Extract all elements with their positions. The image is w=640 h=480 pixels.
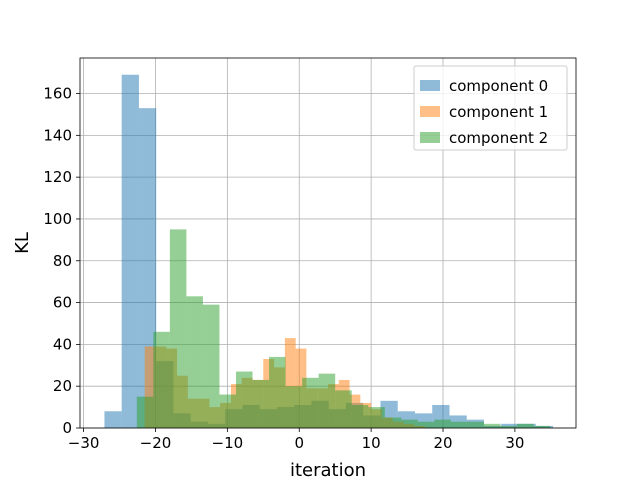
y-axis-title: KL	[12, 232, 33, 254]
legend-swatch-component-1	[420, 106, 440, 117]
histogram-bar	[335, 390, 352, 428]
histogram-bar	[318, 373, 336, 428]
x-tick-label: 20	[433, 434, 452, 452]
legend-swatch-component-0	[420, 80, 440, 91]
histogram-bar	[517, 423, 534, 428]
histogram-bar	[219, 394, 236, 428]
histogram-bar	[186, 296, 203, 428]
histogram-bar	[202, 304, 220, 428]
x-tick-label: 10	[362, 434, 381, 452]
histogram-bar	[467, 421, 484, 428]
y-tick-label: 100	[43, 210, 72, 228]
histogram-bar	[483, 423, 501, 428]
histogram-bar	[302, 377, 319, 428]
y-tick-label: 80	[53, 252, 72, 270]
histogram-bar	[351, 405, 369, 428]
histogram-bar	[169, 229, 187, 428]
histogram-bar	[153, 331, 170, 428]
histogram-bar	[121, 74, 139, 428]
histogram-bar	[500, 425, 518, 428]
histogram-bar	[284, 338, 296, 428]
histogram-bar	[401, 419, 418, 428]
x-tick-label: 30	[505, 434, 524, 452]
histogram-bars	[104, 74, 553, 428]
y-tick-label: 60	[53, 294, 72, 312]
histogram-bar	[384, 417, 402, 428]
legend-label-component-2: component 2	[449, 129, 548, 147]
y-tick-label: 140	[43, 126, 72, 144]
x-tick-label: −10	[212, 434, 244, 452]
x-tick-label: 0	[294, 434, 304, 452]
y-tick-label: 160	[43, 85, 72, 103]
histogram-bar	[136, 396, 154, 428]
histogram-bar	[104, 411, 122, 428]
histogram-bar	[269, 356, 286, 428]
histogram-bar	[368, 407, 385, 428]
histogram-bar	[417, 421, 435, 428]
legend: component 0 component 1 component 2	[413, 65, 568, 151]
series-component-2	[136, 229, 551, 428]
y-tick-label: 0	[62, 419, 72, 437]
histogram-bar	[235, 371, 253, 428]
histogram-bar	[285, 386, 303, 428]
y-tick-label: 40	[53, 335, 72, 353]
histogram-bar	[252, 379, 270, 428]
x-tick-label: −30	[68, 434, 100, 452]
y-tick-label: 20	[53, 377, 72, 395]
y-tick-label: 120	[43, 168, 72, 186]
histogram-bar	[450, 421, 468, 428]
legend-frame	[413, 65, 568, 151]
legend-label-component-0: component 0	[449, 77, 548, 95]
x-tick-label: −20	[140, 434, 172, 452]
legend-label-component-1: component 1	[449, 103, 548, 121]
legend-swatch-component-2	[420, 132, 440, 143]
histogram-bar	[434, 419, 451, 428]
plot-frame	[79, 57, 577, 429]
histogram-bar	[533, 425, 551, 428]
axis-ticks: −30 −20 −10 0 10 20 30 0 20 40 60 80 100 120 140 160	[43, 85, 524, 452]
x-axis-title: iteration	[290, 460, 366, 480]
histogram-bar	[144, 346, 156, 428]
